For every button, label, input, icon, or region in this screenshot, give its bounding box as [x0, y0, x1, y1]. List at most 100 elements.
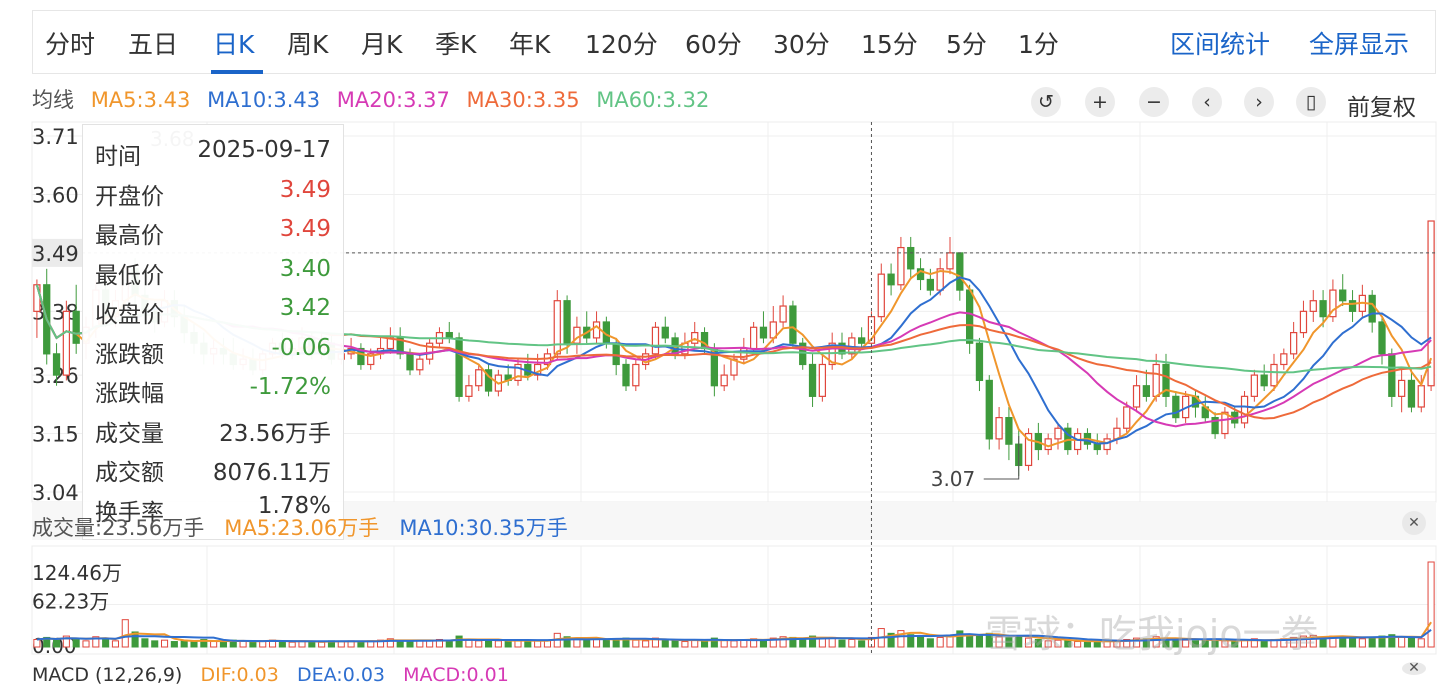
- candle-body: [1427, 220, 1435, 387]
- candle-body: [357, 347, 365, 366]
- candle-body: [749, 326, 758, 350]
- candle-body: [1329, 289, 1337, 318]
- interval-stats-button[interactable]: 区间统计: [1170, 30, 1271, 59]
- period-tabs: 分时 五日 日K 周K 月K 季K 年K 120分 60分 30分 15分 5分…: [32, 10, 1436, 74]
- volume-bar: [966, 634, 974, 648]
- candle-body: [985, 379, 993, 440]
- tab-5day[interactable]: 五日: [128, 30, 179, 59]
- volume-bar: [1398, 636, 1406, 648]
- volume-bar: [838, 639, 846, 648]
- fullscreen-button[interactable]: 全屏显示: [1309, 30, 1410, 59]
- volume-tick-label: 62.23万: [32, 590, 109, 614]
- minus-icon[interactable]: −: [1139, 87, 1169, 117]
- chevron-left-icon[interactable]: ‹: [1192, 87, 1222, 117]
- volume-bar: [1349, 637, 1357, 648]
- volume-bar: [1358, 638, 1366, 648]
- volume-bar: [180, 640, 188, 648]
- volume-bar: [1191, 640, 1199, 648]
- volume-bar: [710, 637, 718, 648]
- volume-bar: [642, 640, 650, 648]
- volume-bar: [141, 638, 149, 648]
- volume-bar: [681, 641, 689, 648]
- volume-bar: [465, 639, 473, 648]
- volume-bar: [671, 640, 679, 648]
- volume-bar: [858, 640, 866, 648]
- candle-body: [995, 417, 1003, 440]
- tab-60min[interactable]: 60分: [685, 30, 742, 59]
- min-price-label: 3.07: [931, 467, 976, 491]
- candle-body: [887, 273, 895, 286]
- tab-5min[interactable]: 5分: [946, 30, 987, 59]
- tab-quarterly-k[interactable]: 季K: [435, 30, 477, 59]
- volume-bar: [386, 638, 394, 648]
- candle-body: [475, 369, 483, 387]
- candle-body: [759, 326, 768, 339]
- volume-bar: [445, 640, 453, 648]
- ma30-value: MA30:3.35: [466, 88, 580, 112]
- candle-body: [1260, 374, 1268, 387]
- candle-body: [62, 310, 71, 376]
- candle-body: [1024, 432, 1033, 467]
- volume-bar: [53, 639, 61, 648]
- tooltip-row-open: 开盘价 3.49: [95, 177, 331, 210]
- candle-body: [1240, 395, 1249, 424]
- tooltip-row-change-pct: 涨跌幅 -1.72%: [95, 374, 331, 407]
- volume-bar: [92, 636, 100, 648]
- watermark: 雪球：吃我jojo一拳: [985, 612, 1319, 656]
- volume-bar: [131, 631, 139, 648]
- volume-bar: [190, 641, 198, 648]
- candle-body: [1270, 363, 1278, 387]
- candle-body: [416, 358, 424, 371]
- volume-value: 成交量:23.56万手: [32, 516, 205, 540]
- tab-weekly-k[interactable]: 周K: [287, 30, 329, 59]
- volume-bar: [288, 641, 296, 648]
- candle-body: [1407, 379, 1416, 408]
- volume-bar: [1083, 641, 1091, 648]
- volume-bar: [1250, 638, 1258, 648]
- chevron-right-icon[interactable]: ›: [1244, 87, 1274, 117]
- volume-bar: [975, 635, 983, 648]
- volume-bar: [504, 641, 512, 648]
- candle-body: [926, 278, 935, 291]
- volume-bar: [1044, 640, 1052, 648]
- volume-bar: [887, 632, 895, 648]
- volume-bar: [897, 630, 905, 648]
- candle-body: [396, 337, 404, 355]
- volume-bar: [691, 639, 699, 648]
- tab-15min[interactable]: 15分: [861, 30, 918, 59]
- active-tab-indicator: [211, 70, 263, 74]
- candle-body: [592, 321, 601, 339]
- candle-body: [455, 337, 463, 397]
- candle-body: [632, 363, 640, 387]
- tab-fenshi[interactable]: 分时: [45, 30, 96, 59]
- close-macd-icon[interactable]: ✕: [1402, 661, 1426, 675]
- tab-30min[interactable]: 30分: [773, 30, 830, 59]
- price-adjust-select[interactable]: 前复权: [1347, 95, 1416, 121]
- volume-bar: [161, 639, 169, 648]
- undo-icon[interactable]: ↺: [1031, 87, 1061, 117]
- candle-body: [907, 246, 915, 270]
- volume-bar: [936, 636, 944, 648]
- plus-icon[interactable]: +: [1085, 87, 1115, 117]
- candle-body: [1417, 385, 1425, 408]
- tooltip-row-date: 时间 2025-09-17: [95, 137, 331, 170]
- tab-120min[interactable]: 120分: [585, 30, 658, 59]
- candlestick-icon[interactable]: ▯: [1296, 87, 1326, 117]
- tab-monthly-k[interactable]: 月K: [361, 30, 403, 59]
- volume-bar: [1407, 637, 1415, 648]
- volume-bar: [200, 638, 208, 648]
- volume-bar: [1417, 638, 1425, 648]
- candle-body: [779, 305, 787, 323]
- candle-body: [1054, 427, 1062, 440]
- tab-daily-k[interactable]: 日K: [213, 30, 255, 59]
- close-volume-icon[interactable]: ✕: [1402, 511, 1426, 535]
- candle-body: [1378, 321, 1386, 355]
- volume-ma10: MA10:30.35万手: [399, 516, 568, 540]
- volume-bar: [1133, 637, 1141, 648]
- volume-bar: [249, 641, 257, 648]
- candle-body: [1280, 353, 1288, 366]
- tab-1min[interactable]: 1分: [1018, 30, 1059, 59]
- tab-yearly-k[interactable]: 年K: [509, 30, 551, 59]
- candle-body: [622, 363, 630, 387]
- candle-body: [1368, 294, 1376, 323]
